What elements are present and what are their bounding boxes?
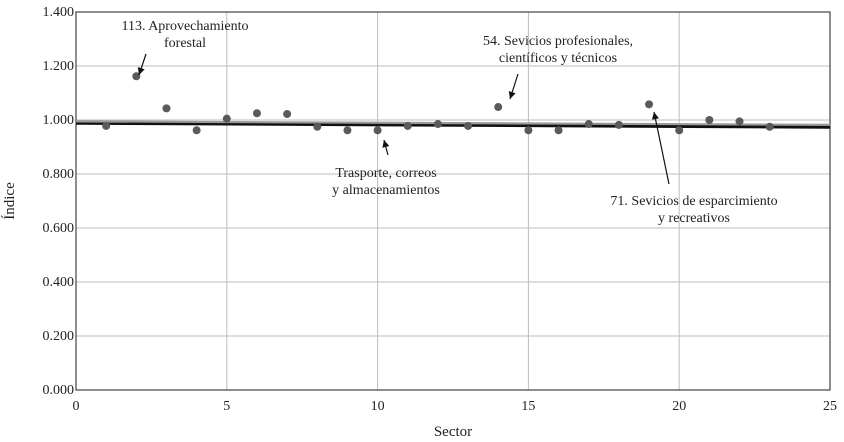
y-tick-label: 0.200 <box>43 329 75 344</box>
y-tick-label: 1.200 <box>43 59 75 74</box>
data-point <box>735 117 744 126</box>
data-point <box>554 126 563 135</box>
trend-line-main <box>75 120 831 129</box>
y-tick-label: 0.600 <box>43 221 75 236</box>
data-point <box>102 121 111 130</box>
annotation-text: 113. Aprovechamiento <box>121 19 248 34</box>
data-point <box>645 100 654 109</box>
x-tick-label: 5 <box>223 399 230 414</box>
annotation-arrow <box>137 53 147 76</box>
trend-line-secondary <box>75 120 831 126</box>
annotation-text: y recreativos <box>658 211 730 226</box>
x-tick-label: 25 <box>823 399 837 414</box>
x-tick-label: 10 <box>371 399 385 414</box>
annotation: 71. Sevicios de esparcimiento y recreativ… <box>610 111 778 226</box>
data-point <box>252 109 261 118</box>
tick-labels: 0.000 0.200 0.400 0.600 0.800 1.000 1.200 1.400… <box>43 5 838 414</box>
y-tick-label: 0.000 <box>43 383 75 398</box>
data-point <box>614 120 623 129</box>
data-point <box>162 104 171 113</box>
y-tick-label: 0.800 <box>43 167 75 182</box>
data-point <box>343 126 352 135</box>
x-tick-label: 20 <box>672 399 686 414</box>
annotation-text: Trasporte, correos <box>335 166 436 181</box>
data-point <box>464 121 473 130</box>
trend-lines <box>75 120 831 129</box>
annotation-text: forestal <box>164 36 206 51</box>
x-tick-label: 0 <box>73 399 80 414</box>
annotation-text: y almacenamientos <box>332 183 440 198</box>
annotation: 54. Sevicios profesionales, científicos y… <box>483 34 633 100</box>
grid-lines <box>76 12 830 390</box>
data-point <box>675 126 684 135</box>
data-point <box>283 110 292 119</box>
y-tick-label: 1.000 <box>43 113 75 128</box>
data-point <box>524 126 533 135</box>
data-point <box>192 126 201 135</box>
annotation-arrow <box>508 73 519 100</box>
data-point <box>584 120 593 129</box>
data-point <box>433 120 442 129</box>
y-tick-label: 1.400 <box>43 5 75 20</box>
y-tick-label: 0.400 <box>43 275 75 290</box>
data-point <box>222 114 231 123</box>
data-points <box>102 72 774 135</box>
x-tick-label: 15 <box>521 399 535 414</box>
annotations: 113. Aprovechamiento forestal 54. Sevicios… <box>121 19 777 226</box>
data-point <box>765 122 774 131</box>
annotation-text: científicos y técnicos <box>499 51 617 66</box>
data-point <box>313 122 322 131</box>
annotation: Trasporte, correos y almacenamientos <box>332 139 440 198</box>
annotation-text: 54. Sevicios profesionales, <box>483 34 633 49</box>
x-axis-label: Sector <box>434 424 472 440</box>
plot-frame <box>75 11 831 391</box>
data-point <box>494 103 503 112</box>
data-point <box>705 116 714 124</box>
annotation: 113. Aprovechamiento forestal <box>121 19 249 76</box>
annotation-text: 71. Sevicios de esparcimiento <box>610 194 777 209</box>
annotation-arrow <box>651 111 670 185</box>
data-point <box>403 121 412 130</box>
annotation-arrow <box>382 139 390 156</box>
y-axis-label: Índice <box>1 182 18 220</box>
data-point <box>373 126 382 135</box>
